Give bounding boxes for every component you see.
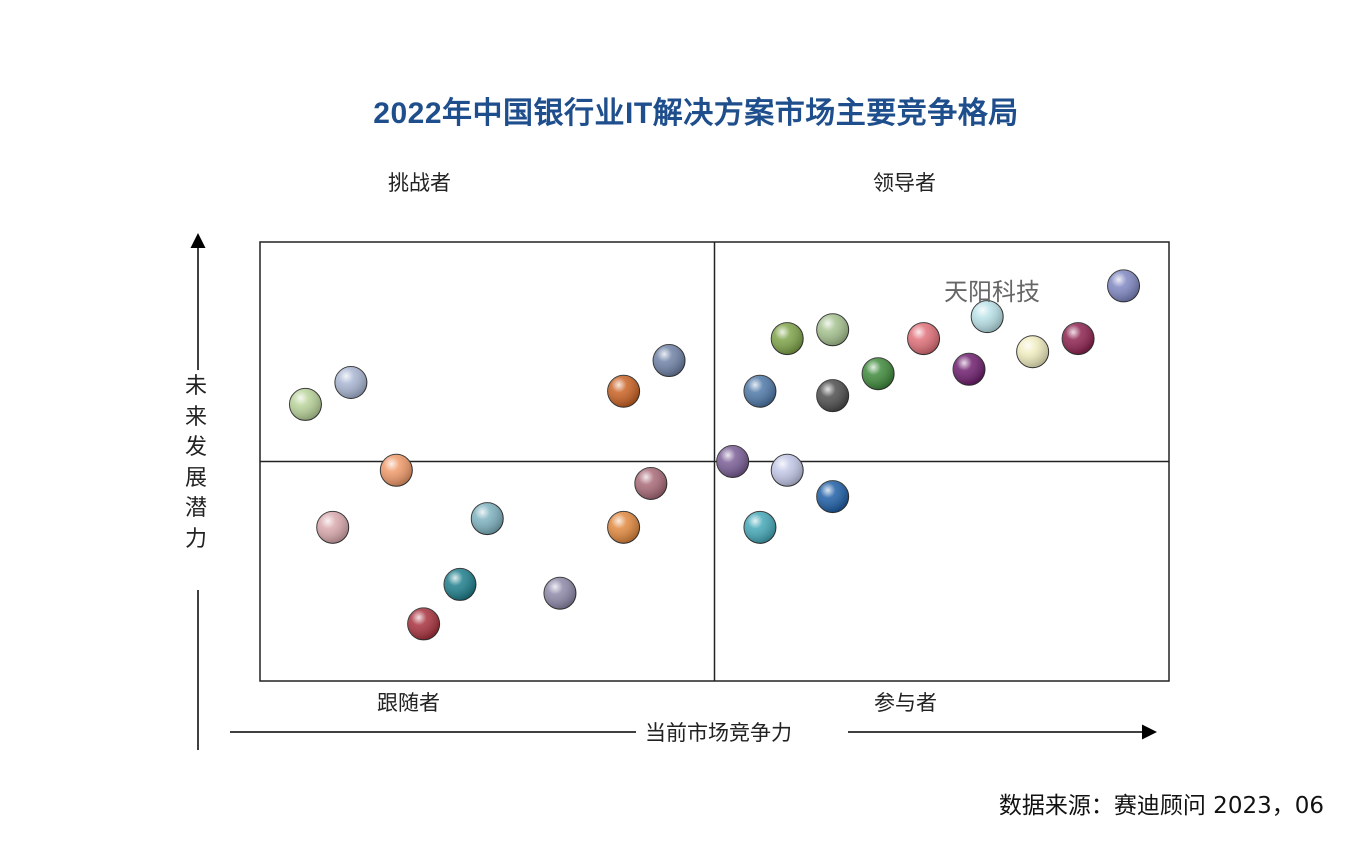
highlight-company-label: 天阳科技 (944, 278, 1040, 306)
scatter-point (770, 322, 804, 356)
scatter-point (1016, 335, 1050, 369)
scatter-point (861, 357, 895, 391)
scatter-point (816, 379, 850, 413)
data-source-note: 数据来源：赛迪顾问 2023，06 (998, 793, 1324, 819)
chart-title: 2022年中国银行业IT解决方案市场主要竞争格局 (373, 97, 1019, 130)
scatter-point (743, 510, 777, 544)
scatter-point (543, 576, 577, 610)
scatter-point (970, 300, 1004, 334)
scatter-point (379, 453, 413, 487)
scatter-point (443, 567, 477, 601)
scatter-point (816, 313, 850, 347)
y-axis-label: 未来发展潜力 (184, 374, 207, 552)
scatter-point (770, 453, 804, 487)
quadrant-label-followers: 跟随者 (377, 691, 440, 715)
quadrant-label-leaders: 领导者 (873, 171, 936, 195)
scatter-point (634, 466, 668, 500)
scatter-point (607, 510, 641, 544)
x-axis-label: 当前市场竞争力 (645, 721, 792, 745)
quadrant-label-participants: 参与者 (874, 691, 937, 715)
scatter-point (743, 374, 777, 408)
scatter-point (952, 352, 986, 386)
scatter-point (288, 387, 322, 421)
scatter-point (334, 365, 368, 399)
scatter-point (1107, 269, 1141, 303)
scatter-point (816, 480, 850, 514)
scatter-point (716, 445, 750, 478)
quadrant-label-challengers: 挑战者 (388, 171, 451, 195)
scatter-point (652, 344, 686, 378)
scatter-point (407, 607, 441, 641)
scatter-point (1061, 322, 1095, 356)
scatter-point (316, 510, 350, 544)
scatter-point (470, 502, 504, 536)
scatter-point (607, 374, 641, 408)
scatter-point (907, 322, 941, 356)
